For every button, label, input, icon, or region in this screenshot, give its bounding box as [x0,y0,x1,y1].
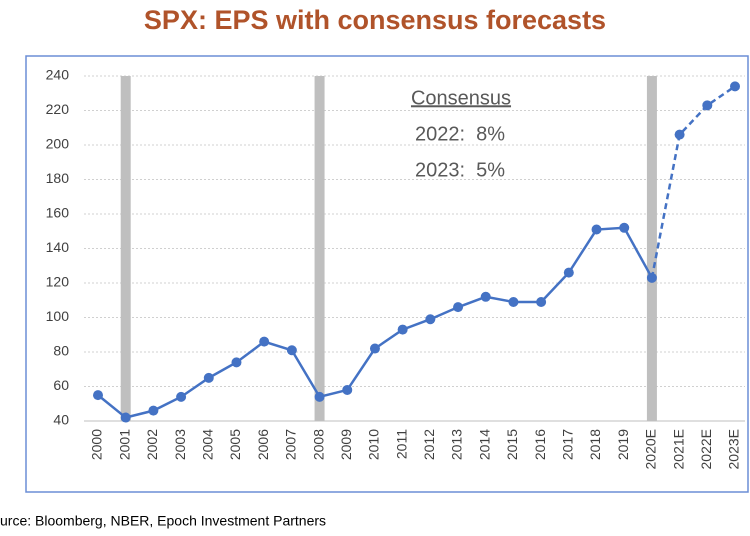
x-tick-label: 2020E [643,429,659,469]
data-point [425,314,436,325]
data-point [148,405,159,416]
y-tick-label: 200 [46,136,70,152]
y-tick-label: 180 [46,170,70,186]
data-point [674,129,685,140]
recession-band [314,76,325,421]
data-point [176,391,187,402]
x-tick-label: 2004 [199,429,215,460]
x-tick-label: 2000 [89,429,105,460]
y-tick-label: 140 [46,239,70,255]
chart-frame [25,55,749,493]
x-tick-label: 2008 [310,429,326,460]
y-tick-label: 80 [53,343,69,359]
x-tick-label: 2015 [504,429,520,460]
data-point [259,336,270,347]
x-tick-label: 2023E [726,429,742,469]
y-tick-label: 100 [46,308,70,324]
data-point [730,81,740,92]
x-tick-label: 2014 [476,429,492,460]
x-tick-label: 2012 [421,429,437,460]
y-tick-label: 240 [46,67,70,83]
data-point [231,357,242,368]
data-point [453,302,464,313]
x-tick-label: 2003 [172,429,188,460]
x-tick-label: 2005 [227,429,243,460]
data-point [342,384,353,395]
annotation: 2022: 8% [415,123,505,145]
x-tick-label: 2010 [366,429,382,460]
x-tick-label: 2001 [116,429,132,460]
x-tick-label: 2017 [560,429,576,460]
source-note: urce: Bloomberg, NBER, Epoch Investment … [0,513,326,529]
data-point [120,412,131,423]
x-tick-label: 2018 [587,429,603,460]
y-tick-label: 220 [46,101,70,117]
data-point [591,224,602,235]
forecast-line [650,85,736,279]
series-line [97,226,654,419]
data-point [619,222,630,233]
data-point [508,296,519,307]
x-tick-label: 2009 [338,429,354,460]
x-tick-label: 2011 [393,429,409,459]
x-tick-label: 2016 [532,429,548,460]
x-tick-label: 2013 [449,429,465,460]
data-point [369,343,380,354]
data-point [646,272,657,283]
data-point [480,291,491,302]
data-point [563,267,574,278]
annotation: Consensus [411,87,511,109]
annotation: 2023: 5% [415,159,505,181]
data-point [536,296,547,307]
data-point [93,390,103,401]
data-point [702,100,713,111]
y-tick-label: 160 [46,205,70,221]
data-point [286,345,297,356]
recession-band [120,76,131,421]
data-point [203,372,214,383]
x-tick-label: 2002 [144,429,160,460]
x-tick-label: 2006 [255,429,271,460]
y-tick-label: 40 [53,412,69,428]
data-point [314,391,325,402]
x-tick-label: 2022E [698,429,714,469]
x-tick-label: 2021E [670,429,686,469]
x-tick-label: 2007 [283,429,299,460]
data-point [397,324,408,335]
chart-title: SPX: EPS with consensus forecasts [144,5,606,35]
y-tick-label: 60 [53,377,69,393]
x-tick-label: 2019 [615,429,631,460]
recession-band [646,76,657,421]
y-tick-label: 120 [46,274,70,290]
